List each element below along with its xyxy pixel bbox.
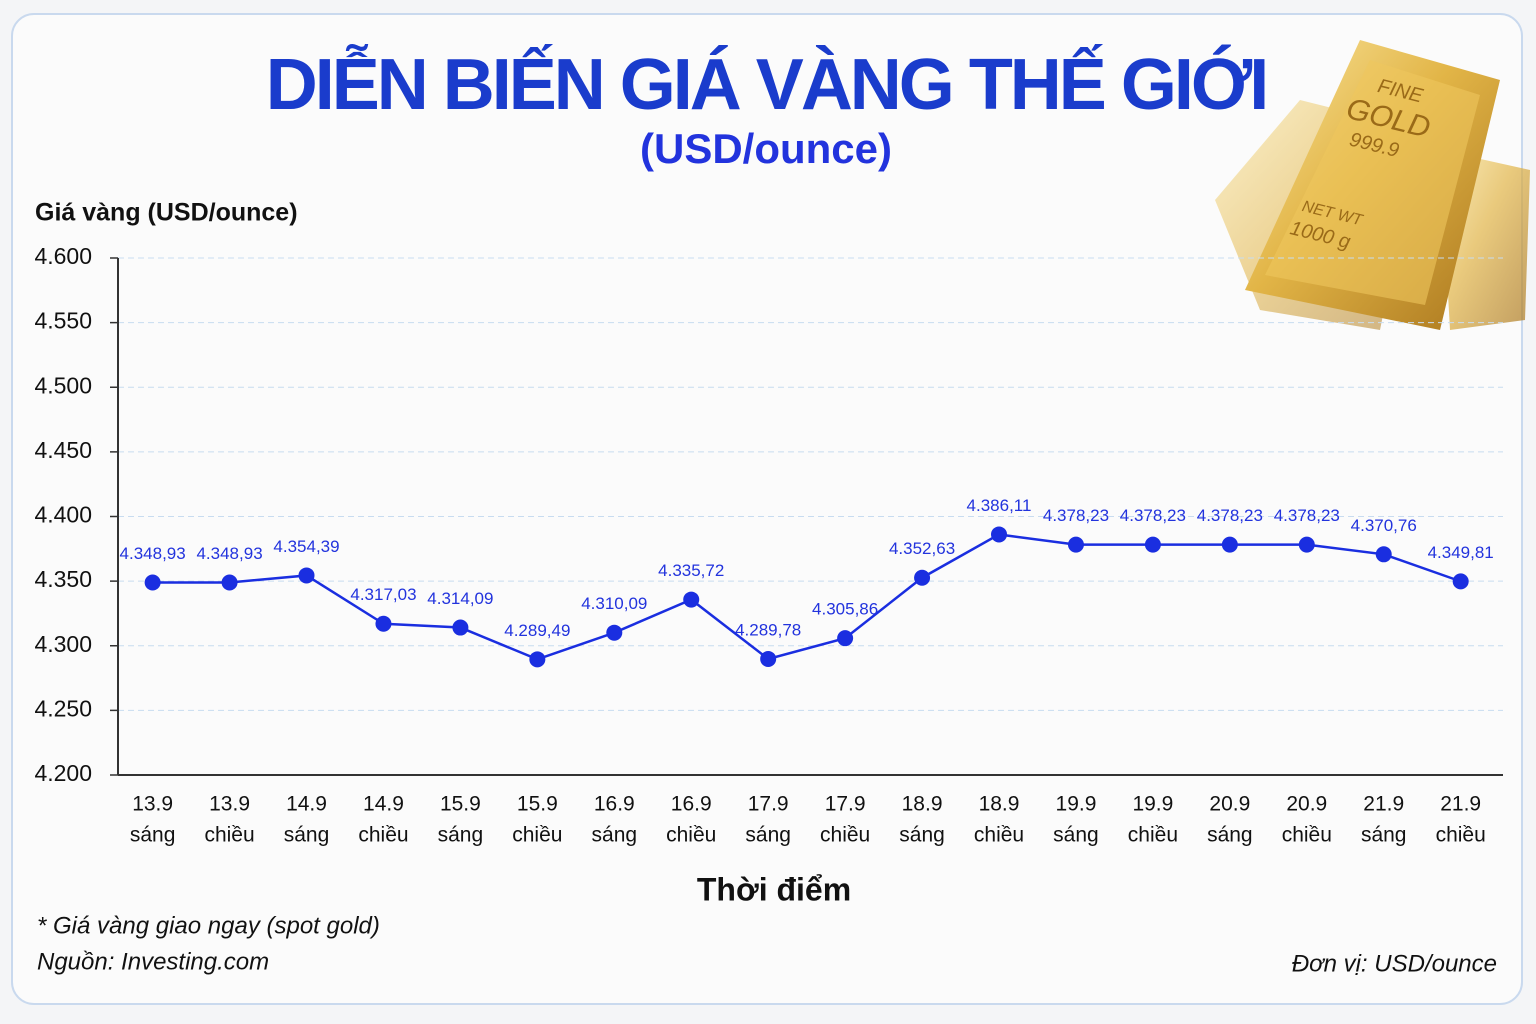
point: [606, 624, 623, 641]
chart-title: DIỄN BIẾN GIÁ VÀNG THẾ GIỚI: [266, 44, 1267, 125]
x-tick-label: chiều: [1128, 824, 1178, 847]
x-tick-label: chiều: [820, 824, 870, 847]
point: [452, 619, 469, 636]
point: [221, 574, 238, 591]
x-tick-label: chiều: [512, 824, 562, 847]
x-tick-label: chiều: [666, 824, 716, 847]
point: [1298, 536, 1315, 553]
x-tick-label: 21.9: [1440, 793, 1481, 816]
value-label: 4.378,23: [1274, 506, 1340, 525]
y-tick-label: 4.300: [34, 631, 92, 657]
gold-bar-image: FINE GOLD 999.9 NET WT 1000 g: [1215, 40, 1530, 330]
value-label: 4.348,93: [120, 544, 186, 563]
point: [1375, 546, 1392, 563]
x-tick-label: 20.9: [1209, 793, 1250, 816]
value-label: 4.317,03: [350, 585, 416, 604]
y-axis-title: Giá vàng (USD/ounce): [35, 199, 298, 227]
note: * Giá vàng giao ngay (spot gold): [37, 912, 380, 939]
y-tick-label: 4.550: [34, 308, 92, 334]
x-tick-label: 21.9: [1363, 793, 1404, 816]
x-tick-label: 19.9: [1132, 793, 1173, 816]
value-label: 4.378,23: [1043, 506, 1109, 525]
x-tick-label: sáng: [1053, 824, 1099, 847]
point: [144, 574, 161, 591]
point: [1452, 573, 1469, 590]
x-tick-label: sáng: [592, 824, 638, 847]
value-label: 4.370,76: [1351, 516, 1417, 535]
x-tick-label: sáng: [1361, 824, 1407, 847]
x-tick-label: sáng: [745, 824, 791, 847]
point: [683, 591, 700, 608]
value-label: 4.352,63: [889, 539, 955, 558]
value-label: 4.349,81: [1428, 543, 1494, 562]
value-label: 4.335,72: [658, 561, 724, 580]
x-tick-label: chiều: [358, 824, 408, 847]
x-tick-label: 14.9: [363, 793, 404, 816]
x-tick-label: sáng: [438, 824, 484, 847]
x-tick-label: chiều: [974, 824, 1024, 847]
value-label: 4.289,78: [735, 620, 801, 639]
x-tick-label: chiều: [1436, 824, 1486, 847]
x-tick-label: chiều: [1282, 824, 1332, 847]
y-tick-label: 4.600: [34, 243, 92, 269]
card: [11, 13, 1523, 1005]
x-tick-label: sáng: [1207, 824, 1253, 847]
y-tick-label: 4.500: [34, 372, 92, 398]
value-label: 4.378,23: [1120, 506, 1186, 525]
value-label: 4.289,49: [504, 621, 570, 640]
x-tick-label: 17.9: [748, 793, 789, 816]
value-label: 4.310,09: [581, 594, 647, 613]
chart-subtitle: (USD/ounce): [640, 125, 892, 172]
source: Nguồn: Investing.com: [37, 948, 269, 975]
point: [837, 630, 854, 647]
y-tick-label: 4.200: [34, 760, 92, 786]
x-tick-label: 14.9: [286, 793, 327, 816]
x-tick-label: 16.9: [594, 793, 635, 816]
point: [1067, 536, 1084, 553]
x-tick-label: 13.9: [209, 793, 250, 816]
x-tick-label: 13.9: [132, 793, 173, 816]
point: [991, 526, 1008, 543]
x-tick-label: 20.9: [1286, 793, 1327, 816]
point: [760, 650, 777, 667]
x-axis-title: Thời điểm: [697, 871, 851, 907]
x-tick-label: 19.9: [1056, 793, 1097, 816]
value-label: 4.386,11: [967, 496, 1032, 515]
unit-note: Đơn vị: USD/ounce: [1292, 950, 1497, 977]
value-label: 4.305,86: [812, 600, 878, 619]
x-tick-label: chiều: [204, 824, 254, 847]
x-tick-label: sáng: [130, 824, 176, 847]
y-tick-label: 4.400: [34, 502, 92, 528]
line: [152, 533, 1462, 661]
point: [1144, 536, 1161, 553]
point: [914, 569, 931, 586]
value-label: 4.354,39: [273, 537, 339, 556]
y-tick-label: 4.250: [34, 695, 92, 721]
x-tick-label: 18.9: [979, 793, 1020, 816]
value-label: 4.348,93: [196, 544, 262, 563]
point: [529, 651, 546, 668]
x-tick-label: 15.9: [517, 793, 558, 816]
x-tick-label: 17.9: [825, 793, 866, 816]
point: [298, 567, 315, 584]
x-tick-label: 15.9: [440, 793, 481, 816]
y-tick-label: 4.450: [34, 437, 92, 463]
point: [375, 615, 392, 632]
x-tick-label: 18.9: [902, 793, 943, 816]
x-tick-label: 16.9: [671, 793, 712, 816]
x-tick-label: sáng: [899, 824, 945, 847]
x-tick-label: sáng: [284, 824, 330, 847]
y-tick-label: 4.350: [34, 566, 92, 592]
value-label: 4.314,09: [427, 589, 493, 608]
value-label: 4.378,23: [1197, 506, 1263, 525]
point: [1221, 536, 1238, 553]
